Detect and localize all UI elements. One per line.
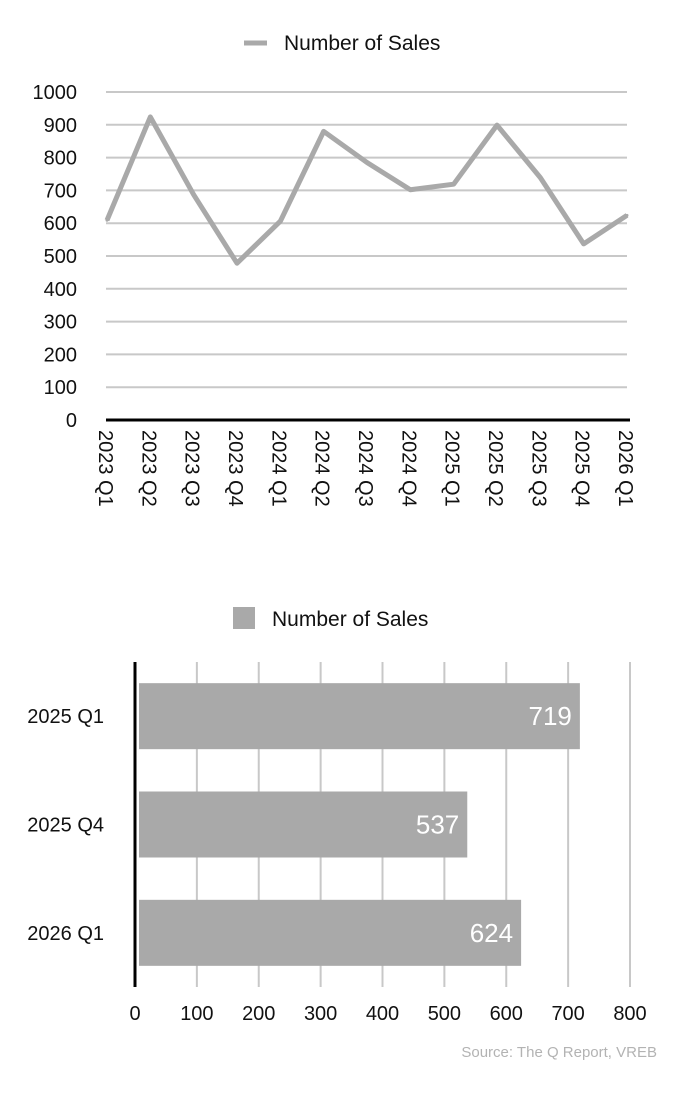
line-point bbox=[148, 115, 152, 119]
line-y-tick-label: 100 bbox=[44, 377, 77, 399]
line-y-tick-label: 900 bbox=[44, 115, 77, 137]
bar-legend-label: Number of Sales bbox=[272, 608, 428, 631]
line-x-tick-label: 2024 Q3 bbox=[354, 430, 376, 507]
bar-category-label: 2026 Q1 bbox=[27, 923, 104, 945]
bar bbox=[139, 899, 522, 966]
bar bbox=[139, 683, 580, 750]
line-point bbox=[322, 129, 326, 133]
line-y-tick-label: 1000 bbox=[33, 82, 78, 104]
line-point bbox=[278, 219, 282, 223]
line-x-tick-label: 2023 Q3 bbox=[181, 430, 203, 507]
line-y-tick-label: 200 bbox=[44, 344, 77, 366]
bar-chart: Number of Sales 719 537 624 2025 Q1 2025 Q4… bbox=[27, 607, 647, 1025]
line-legend-label: Number of Sales bbox=[284, 32, 440, 55]
line-y-axis: 0 100 200 300 400 500 600 700 800 900 1000 bbox=[33, 82, 78, 432]
bar-category-label: 2025 Q4 bbox=[27, 815, 104, 837]
line-x-tick-label: 2024 Q4 bbox=[397, 430, 419, 507]
line-y-tick-label: 500 bbox=[44, 246, 77, 268]
line-x-tick-label: 2025 Q4 bbox=[571, 430, 593, 507]
bar-data-label: 624 bbox=[470, 918, 513, 948]
line-x-tick-label: 2026 Q1 bbox=[614, 430, 636, 507]
bar-x-tick-label: 700 bbox=[551, 1003, 584, 1025]
bar-x-tick-label: 500 bbox=[428, 1003, 461, 1025]
line-point bbox=[105, 218, 109, 222]
line-x-tick-label: 2023 Q2 bbox=[137, 430, 159, 507]
line-x-tick-label: 2025 Q2 bbox=[484, 430, 506, 507]
line-point bbox=[235, 261, 239, 265]
line-y-tick-label: 300 bbox=[44, 312, 77, 334]
bar-x-tick-label: 0 bbox=[129, 1003, 140, 1025]
line-point bbox=[192, 193, 196, 197]
line-x-tick-label: 2024 Q2 bbox=[311, 430, 333, 507]
bar-legend-swatch bbox=[233, 607, 255, 629]
line-y-tick-label: 800 bbox=[44, 148, 77, 170]
bar-x-tick-label: 300 bbox=[304, 1003, 337, 1025]
bar-x-tick-label: 200 bbox=[242, 1003, 275, 1025]
line-x-tick-label: 2024 Q1 bbox=[267, 430, 289, 507]
line-x-tick-label: 2023 Q4 bbox=[224, 430, 246, 507]
bar-x-tick-label: 100 bbox=[180, 1003, 213, 1025]
bar-data-label: 719 bbox=[528, 701, 571, 731]
line-point bbox=[495, 123, 499, 127]
bar-data-label: 537 bbox=[416, 810, 459, 840]
line-x-axis: 2023 Q1 2023 Q2 2023 Q3 2023 Q4 2024 Q1 2024 … bbox=[94, 430, 636, 507]
bar-value-axis: 0 100 200 300 400 500 600 700 800 bbox=[129, 1003, 646, 1025]
line-point bbox=[582, 242, 586, 246]
bars: 719 537 624 bbox=[139, 683, 580, 966]
line-points bbox=[105, 115, 629, 265]
line-point bbox=[538, 176, 542, 180]
line-y-tick-label: 0 bbox=[66, 410, 77, 432]
bar-category-label: 2025 Q1 bbox=[27, 706, 104, 728]
bar-x-tick-label: 400 bbox=[366, 1003, 399, 1025]
bar-category-axis: 2025 Q1 2025 Q4 2026 Q1 bbox=[27, 706, 104, 945]
line-x-tick-label: 2025 Q3 bbox=[527, 430, 549, 507]
line-point bbox=[365, 161, 369, 165]
line-y-tick-label: 600 bbox=[44, 213, 77, 235]
line-chart: Number of Sales 0 100 200 300 400 500 600 700 80… bbox=[33, 32, 637, 507]
line-point bbox=[625, 213, 629, 217]
line-x-tick-label: 2023 Q1 bbox=[94, 430, 116, 507]
line-point bbox=[408, 188, 412, 192]
line-y-tick-label: 700 bbox=[44, 180, 77, 202]
line-x-tick-label: 2025 Q1 bbox=[441, 430, 463, 507]
line-y-tick-label: 400 bbox=[44, 279, 77, 301]
bar-x-tick-label: 600 bbox=[490, 1003, 523, 1025]
bar-x-tick-label: 800 bbox=[613, 1003, 646, 1025]
line-point bbox=[452, 182, 456, 186]
bar bbox=[139, 791, 468, 858]
source-note: Source: The Q Report, VREB bbox=[461, 1044, 657, 1061]
line-gridlines bbox=[106, 91, 630, 422]
